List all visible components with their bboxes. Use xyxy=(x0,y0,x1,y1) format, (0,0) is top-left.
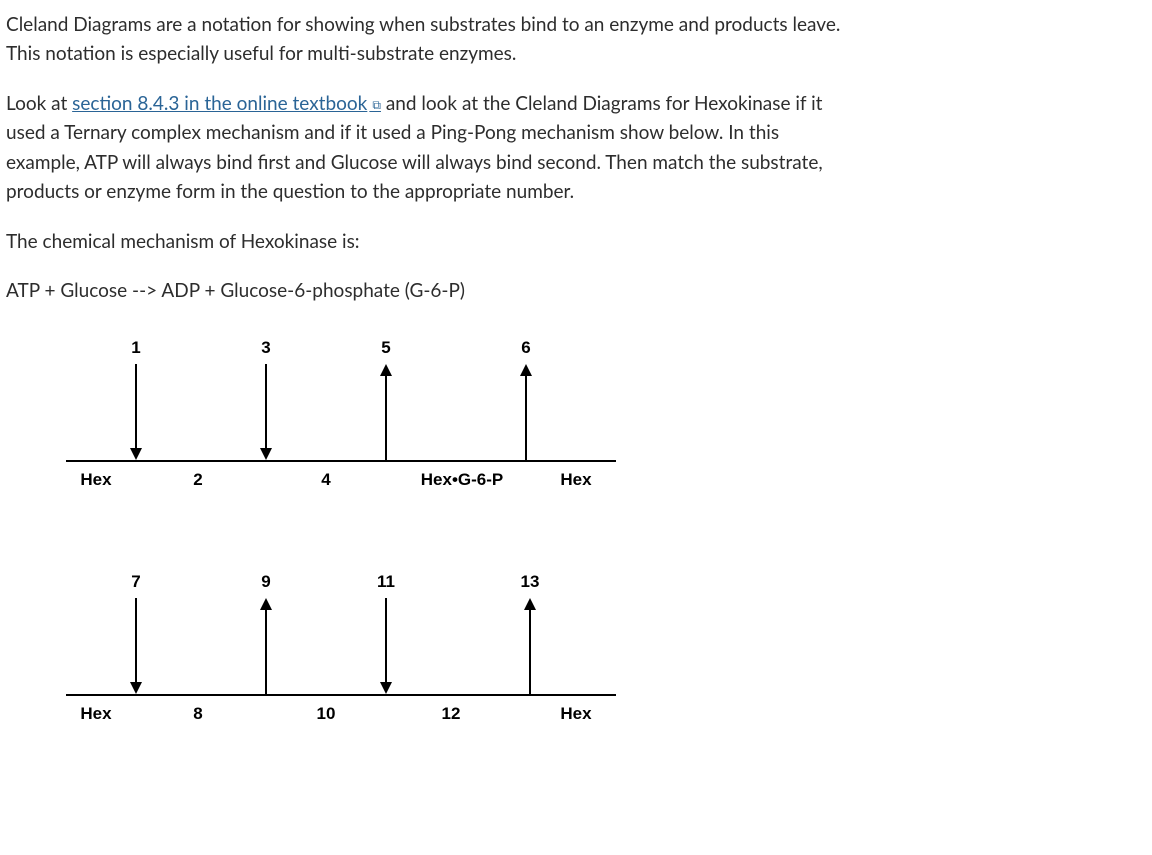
enzyme-baseline xyxy=(66,694,616,696)
enzyme-state-label: 10 xyxy=(317,704,336,724)
enzyme-state-label: Hex xyxy=(80,470,111,490)
arrow-label: 9 xyxy=(261,572,270,592)
paragraph-2: Look at section 8.4.3 in the online text… xyxy=(6,89,856,207)
paragraph-1: Cleland Diagrams are a notation for show… xyxy=(6,10,856,69)
enzyme-baseline xyxy=(66,460,616,462)
enzyme-state-label: 8 xyxy=(193,704,202,724)
product-arrow xyxy=(376,364,396,460)
substrate-arrow xyxy=(126,598,146,694)
paragraph-4: ATP + Glucose --> ADP + Glucose-6-phosph… xyxy=(6,276,856,305)
arrow-label: 13 xyxy=(521,572,540,592)
substrate-arrow xyxy=(376,598,396,694)
enzyme-state-label: Hex xyxy=(560,704,591,724)
cleland-diagram-pingpong: 7 9 11 13 Hex 8 10 12 Hex xyxy=(56,574,696,774)
arrow-label: 1 xyxy=(131,338,140,358)
enzyme-state-label: 12 xyxy=(442,704,461,724)
paragraph-3: The chemical mechanism of Hexokinase is: xyxy=(6,227,856,256)
arrow-label: 6 xyxy=(521,338,530,358)
p2-pre: Look at xyxy=(6,92,72,115)
enzyme-state-label: 2 xyxy=(193,470,202,490)
enzyme-state-label: 4 xyxy=(321,470,330,490)
arrow-label: 5 xyxy=(381,338,390,358)
product-arrow xyxy=(516,364,536,460)
substrate-arrow xyxy=(256,364,276,460)
enzyme-state-label: Hex•G-6-P xyxy=(421,470,503,490)
arrow-label: 7 xyxy=(131,572,140,592)
enzyme-state-label: Hex xyxy=(80,704,111,724)
cleland-diagram-ternary: 1 3 5 6 Hex 2 4 Hex•G-6-P Hex xyxy=(56,340,696,540)
enzyme-state-label: Hex xyxy=(560,470,591,490)
arrow-label: 11 xyxy=(377,572,395,592)
product-arrow xyxy=(520,598,540,694)
product-arrow xyxy=(256,598,276,694)
external-link-icon: ⧉ xyxy=(369,97,381,112)
substrate-arrow xyxy=(126,364,146,460)
textbook-link[interactable]: section 8.4.3 in the online textbook ⧉ xyxy=(72,92,381,115)
textbook-link-text: section 8.4.3 in the online textbook xyxy=(72,92,367,115)
arrow-label: 3 xyxy=(261,338,270,358)
question-text: Cleland Diagrams are a notation for show… xyxy=(6,10,856,306)
